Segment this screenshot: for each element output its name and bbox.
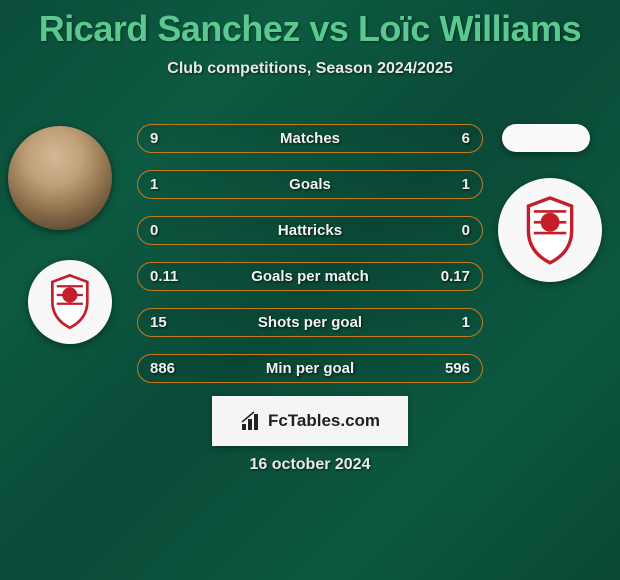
branding-badge[interactable]: FcTables.com	[212, 396, 408, 446]
stat-label: Min per goal	[138, 360, 482, 377]
stat-row: 15 Shots per goal 1	[137, 308, 483, 337]
stat-label: Hattricks	[138, 222, 482, 239]
stat-right-value: 6	[462, 130, 470, 147]
shield-icon	[523, 195, 577, 266]
stat-label: Matches	[138, 130, 482, 147]
stat-left-value: 1	[150, 176, 158, 193]
subtitle: Club competitions, Season 2024/2025	[0, 60, 620, 78]
stat-right-value: 1	[462, 314, 470, 331]
chart-icon	[240, 410, 262, 432]
date-text: 16 october 2024	[250, 456, 371, 474]
stat-row: 0.11 Goals per match 0.17	[137, 262, 483, 291]
stat-label: Goals per match	[138, 268, 482, 285]
club-right-badge	[498, 178, 602, 282]
stat-row: 9 Matches 6	[137, 124, 483, 153]
page-title: Ricard Sanchez vs Loïc Williams	[0, 0, 620, 50]
stat-label: Goals	[138, 176, 482, 193]
stat-left-value: 0.11	[150, 268, 178, 285]
stat-row: 0 Hattricks 0	[137, 216, 483, 245]
stat-left-value: 15	[150, 314, 167, 331]
stat-row: 1 Goals 1	[137, 170, 483, 199]
stat-left-value: 886	[150, 360, 175, 377]
stat-right-value: 0	[462, 222, 470, 239]
stat-right-value: 596	[445, 360, 470, 377]
club-left-badge	[28, 260, 112, 344]
stat-right-value: 0.17	[441, 268, 470, 285]
stat-left-value: 9	[150, 130, 158, 147]
branding-text: FcTables.com	[268, 411, 380, 431]
player-left-avatar	[8, 126, 112, 230]
shield-icon	[48, 273, 92, 330]
player-right-avatar	[502, 124, 590, 152]
stat-label: Shots per goal	[138, 314, 482, 331]
stat-left-value: 0	[150, 222, 158, 239]
stat-row: 886 Min per goal 596	[137, 354, 483, 383]
stats-container: 9 Matches 6 1 Goals 1 0 Hattricks 0 0.11…	[137, 124, 483, 383]
stat-right-value: 1	[462, 176, 470, 193]
